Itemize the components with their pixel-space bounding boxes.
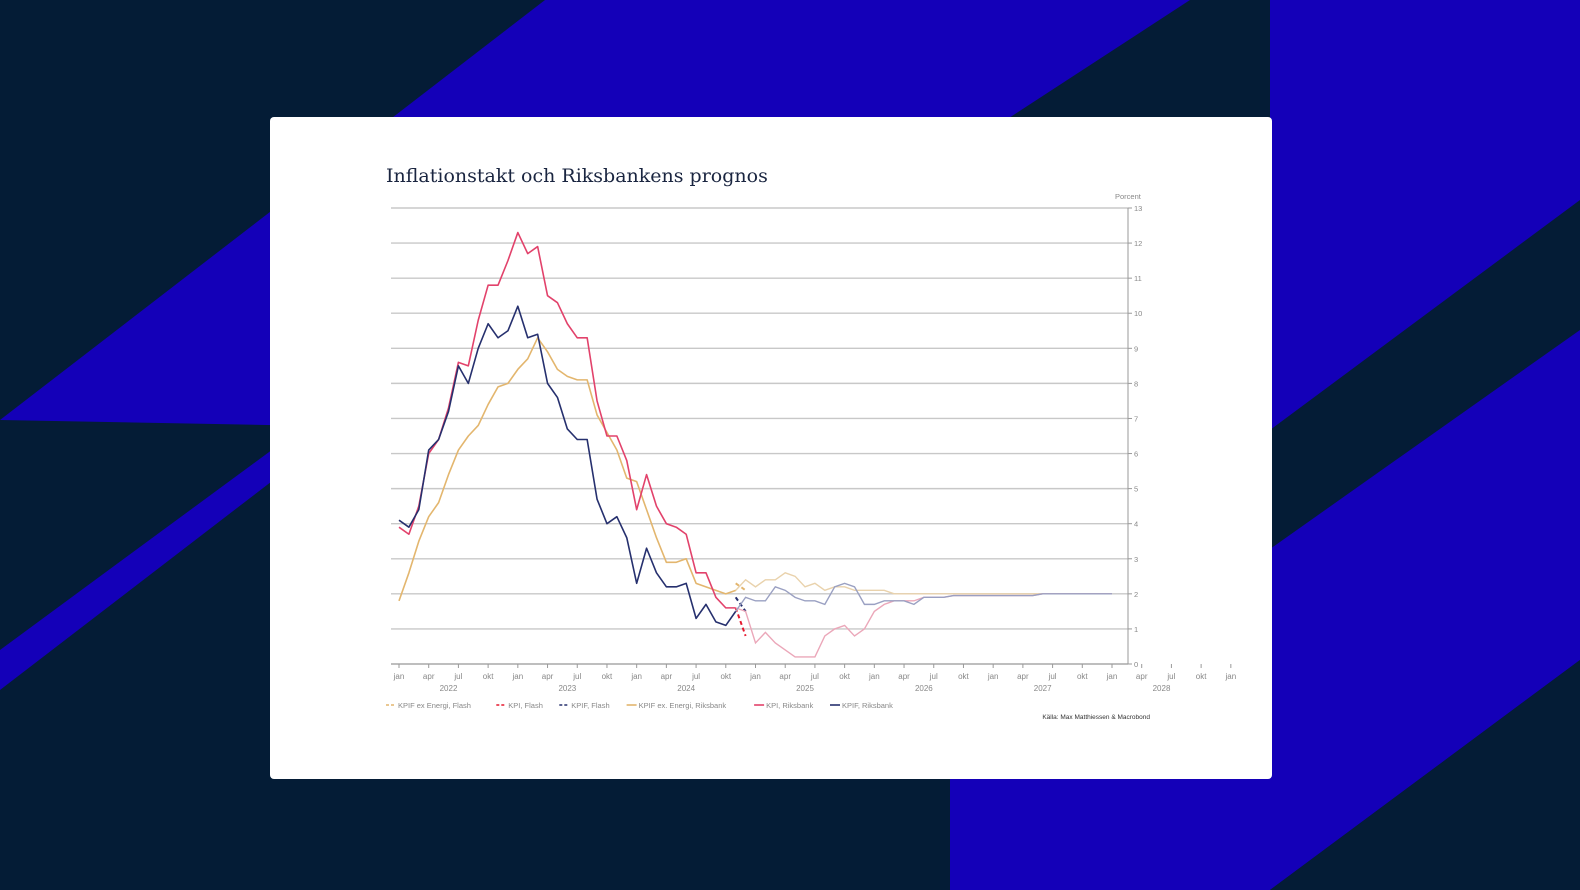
x-tick-label: jan <box>393 672 405 681</box>
x-tick-label: jan <box>987 672 999 681</box>
legend-label-1: KPI, Flash <box>508 701 543 710</box>
x-tick-label: apr <box>779 672 791 681</box>
x-tick-label: jul <box>572 672 581 681</box>
y-tick-label: 11 <box>1134 274 1142 283</box>
series-forecast-line-5 <box>735 582 1112 612</box>
x-tick-label: apr <box>898 672 910 681</box>
x-tick-label: jan <box>630 672 642 681</box>
legend-label-5: KPIF, Riksbank <box>842 701 893 710</box>
source-note: Källa: Max Matthiessen & Macrobond <box>1042 714 1150 721</box>
chart-card: Inflationstakt och Riksbankens prognos 0… <box>270 117 1272 779</box>
x-tick-label: jul <box>1048 672 1057 681</box>
x-year-label: 2026 <box>915 684 933 693</box>
x-year-label: 2025 <box>796 684 814 693</box>
x-tick-label: apr <box>1136 672 1148 681</box>
legend-label-0: KPIF ex Energi, Flash <box>398 701 471 710</box>
series-line-4 <box>398 231 736 609</box>
x-tick-label: jul <box>1166 672 1175 681</box>
x-year-label: 2027 <box>1034 684 1052 693</box>
x-tick-label: jan <box>511 672 523 681</box>
y-tick-label: 3 <box>1134 555 1138 564</box>
x-tick-label: jul <box>929 672 938 681</box>
x-tick-label: apr <box>542 672 554 681</box>
legend-label-2: KPIF, Flash <box>571 701 609 710</box>
y-tick-label: 9 <box>1134 344 1138 353</box>
x-tick-label: jul <box>810 672 819 681</box>
chart-title: Inflationstakt och Riksbankens prognos <box>386 165 768 187</box>
series-line-1 <box>734 607 747 637</box>
x-tick-label: apr <box>423 672 435 681</box>
y-tick-label: 7 <box>1134 414 1138 423</box>
y-tick-label: 0 <box>1134 660 1138 669</box>
x-tick-label: okt <box>483 672 494 681</box>
series-forecast-line-4 <box>735 593 1112 658</box>
y-tick-label: 13 <box>1134 204 1142 213</box>
x-year-label: 2024 <box>677 684 695 693</box>
y-tick-label: 8 <box>1134 379 1138 388</box>
series-forecast-line-3 <box>735 572 1112 595</box>
series-line-5 <box>398 305 737 627</box>
y-tick-label: 12 <box>1134 239 1142 248</box>
x-tick-label: apr <box>661 672 673 681</box>
x-tick-label: jan <box>1224 672 1236 681</box>
x-tick-label: jan <box>749 672 761 681</box>
series-line-3 <box>398 336 736 602</box>
legend-label-3: KPIF ex. Energi, Riksbank <box>639 701 727 710</box>
x-tick-label: apr <box>1017 672 1029 681</box>
series-line-0 <box>735 582 747 592</box>
x-tick-label: jul <box>453 672 462 681</box>
x-tick-label: okt <box>720 672 731 681</box>
y-tick-label: 2 <box>1134 590 1138 599</box>
x-tick-label: okt <box>958 672 969 681</box>
x-year-label: 2022 <box>440 684 458 693</box>
y-axis-label: Porcent <box>1115 192 1142 201</box>
y-tick-label: 4 <box>1134 520 1138 529</box>
x-tick-label: jan <box>868 672 880 681</box>
x-tick-label: jan <box>1106 672 1118 681</box>
x-year-label: 2023 <box>558 684 576 693</box>
x-tick-label: jul <box>691 672 700 681</box>
y-tick-label: 1 <box>1134 625 1138 634</box>
x-tick-label: okt <box>1196 672 1207 681</box>
x-year-label: 2028 <box>1153 684 1171 693</box>
y-tick-label: 5 <box>1134 485 1138 494</box>
x-tick-label: okt <box>602 672 613 681</box>
x-tick-label: okt <box>1077 672 1088 681</box>
y-tick-label: 10 <box>1134 309 1142 318</box>
y-tick-label: 6 <box>1134 450 1138 459</box>
legend-label-4: KPI, Riksbank <box>766 701 813 710</box>
x-tick-label: okt <box>839 672 850 681</box>
